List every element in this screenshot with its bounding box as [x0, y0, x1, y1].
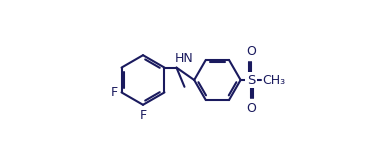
- Text: HN: HN: [175, 52, 194, 65]
- Text: F: F: [140, 109, 147, 122]
- Text: S: S: [247, 73, 255, 87]
- Text: O: O: [246, 102, 256, 115]
- Text: F: F: [110, 86, 117, 99]
- Text: O: O: [246, 45, 256, 58]
- Text: CH₃: CH₃: [263, 73, 286, 87]
